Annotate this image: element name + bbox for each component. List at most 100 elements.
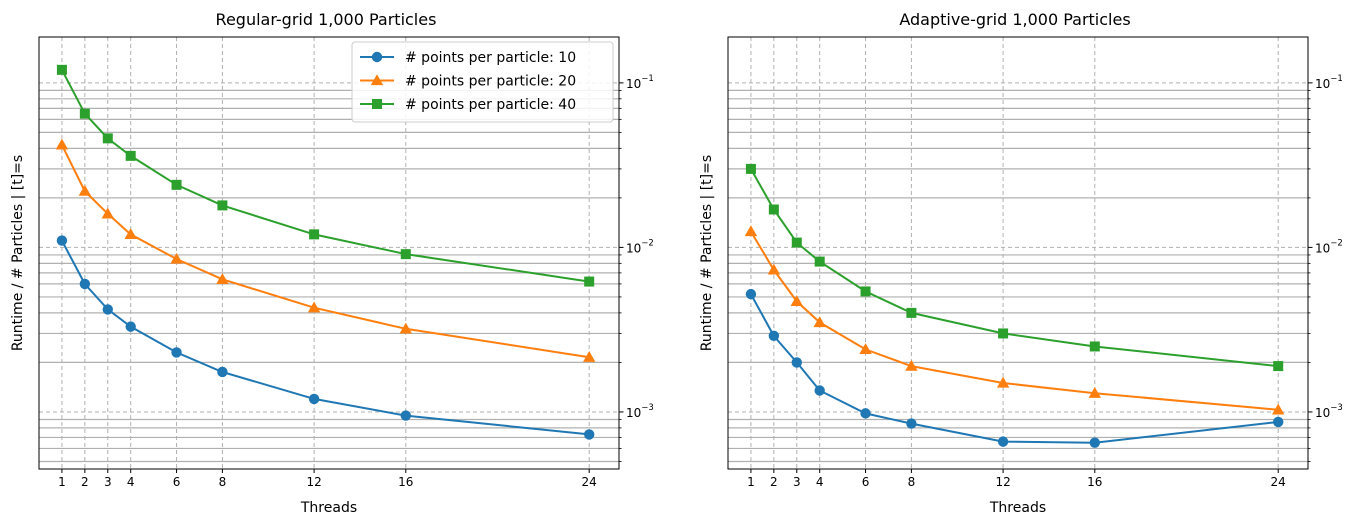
x-tick-label: 4 <box>816 475 824 489</box>
data-point <box>584 276 595 287</box>
x-tick-label: 12 <box>306 475 321 489</box>
plot-frame <box>38 36 620 470</box>
data-point <box>745 288 757 300</box>
data-point <box>791 237 802 248</box>
y-tick-exponent: −2 <box>1330 238 1343 248</box>
data-point <box>997 436 1009 447</box>
x-tick-label: 2 <box>81 475 89 489</box>
plot-frame <box>727 36 1309 470</box>
data-point <box>307 301 321 313</box>
data-point <box>399 322 412 334</box>
data-point <box>745 163 756 174</box>
y-tick-base: 10 <box>626 406 641 420</box>
y-tick-label: 10−1 <box>626 74 654 91</box>
data-point <box>905 359 918 371</box>
data-point <box>101 207 114 219</box>
data-point <box>1089 437 1100 448</box>
data-point <box>1089 341 1100 352</box>
data-point <box>400 410 411 421</box>
y-tick-base: 10 <box>1315 406 1330 420</box>
data-point <box>768 330 780 342</box>
x-axis-label: Threads <box>989 500 1046 516</box>
x-tick-label: 3 <box>793 475 801 489</box>
x-tick-label: 6 <box>862 475 870 489</box>
x-tick-label: 3 <box>104 475 112 489</box>
data-point <box>906 418 917 429</box>
y-tick-label: 10−2 <box>1315 238 1343 255</box>
data-point <box>790 295 803 307</box>
data-point <box>860 286 871 297</box>
series-square <box>56 64 595 287</box>
x-tick-label: 1 <box>58 475 66 489</box>
data-point <box>79 108 90 119</box>
y-tick-base: 10 <box>1315 77 1330 91</box>
data-point <box>216 273 229 284</box>
data-point <box>791 357 802 368</box>
data-point <box>171 179 182 190</box>
data-point <box>814 256 825 267</box>
chart-title: Adaptive-grid 1,000 Particles <box>899 10 1130 29</box>
legend-label: # points per particle: 40 <box>405 97 576 113</box>
y-axis-label: Runtime / # Particles | [t]=s <box>699 155 715 351</box>
legend-marker <box>372 99 382 109</box>
data-point <box>102 133 113 144</box>
y-tick-base: 10 <box>626 77 641 91</box>
x-tick-label: 12 <box>995 475 1010 489</box>
y-tick-label: 10−3 <box>1315 403 1343 420</box>
data-point <box>744 225 758 237</box>
series-circle <box>745 288 1284 448</box>
x-tick-label: 1 <box>747 475 755 489</box>
data-point <box>56 64 67 75</box>
data-point <box>217 366 228 378</box>
data-point <box>171 347 182 358</box>
data-point <box>860 408 871 419</box>
data-point <box>170 252 183 264</box>
x-tick-label: 16 <box>1087 475 1102 489</box>
x-tick-label: 6 <box>173 475 181 489</box>
series-triangle <box>55 138 596 362</box>
data-point <box>55 138 69 150</box>
y-tick-exponent: −2 <box>641 238 654 248</box>
data-point <box>1088 386 1101 398</box>
data-point <box>1273 361 1284 372</box>
y-tick-label: 10−1 <box>1315 74 1343 91</box>
data-point <box>56 235 68 246</box>
x-tick-label: 8 <box>908 475 916 489</box>
y-tick-exponent: −1 <box>1330 74 1343 84</box>
x-tick-label: 16 <box>398 475 413 489</box>
y-tick-label: 10−2 <box>626 238 654 255</box>
data-point <box>767 263 781 275</box>
y-tick-exponent: −3 <box>641 403 654 413</box>
data-point <box>79 278 91 290</box>
legend-label: # points per particle: 20 <box>405 74 576 90</box>
legend: # points per particle: 10 # points per pa… <box>351 41 614 123</box>
y-tick-base: 10 <box>626 241 641 255</box>
series-circle <box>56 235 595 440</box>
data-point <box>102 304 113 315</box>
y-tick-exponent: −3 <box>1330 403 1343 413</box>
x-tick-label: 4 <box>127 475 135 489</box>
x-tick-label: 2 <box>770 475 778 489</box>
data-point <box>125 321 136 332</box>
data-point <box>400 249 411 260</box>
gridlines <box>728 37 1308 469</box>
x-tick-label: 24 <box>582 475 597 489</box>
data-point <box>859 343 872 355</box>
data-point <box>906 307 917 318</box>
data-point <box>1271 403 1285 415</box>
series-triangle <box>744 225 1285 415</box>
y-tick-base: 10 <box>1315 241 1330 255</box>
y-tick-label: 10−3 <box>626 403 654 420</box>
x-tick-label: 8 <box>219 475 227 489</box>
data-point <box>996 376 1010 388</box>
chart-title: Regular-grid 1,000 Particles <box>216 10 437 29</box>
data-point <box>309 229 320 240</box>
data-point <box>582 351 596 362</box>
y-tick-exponent: −1 <box>641 74 654 84</box>
legend-box <box>351 41 614 123</box>
legend-marker <box>370 74 384 86</box>
series-square <box>745 163 1284 372</box>
